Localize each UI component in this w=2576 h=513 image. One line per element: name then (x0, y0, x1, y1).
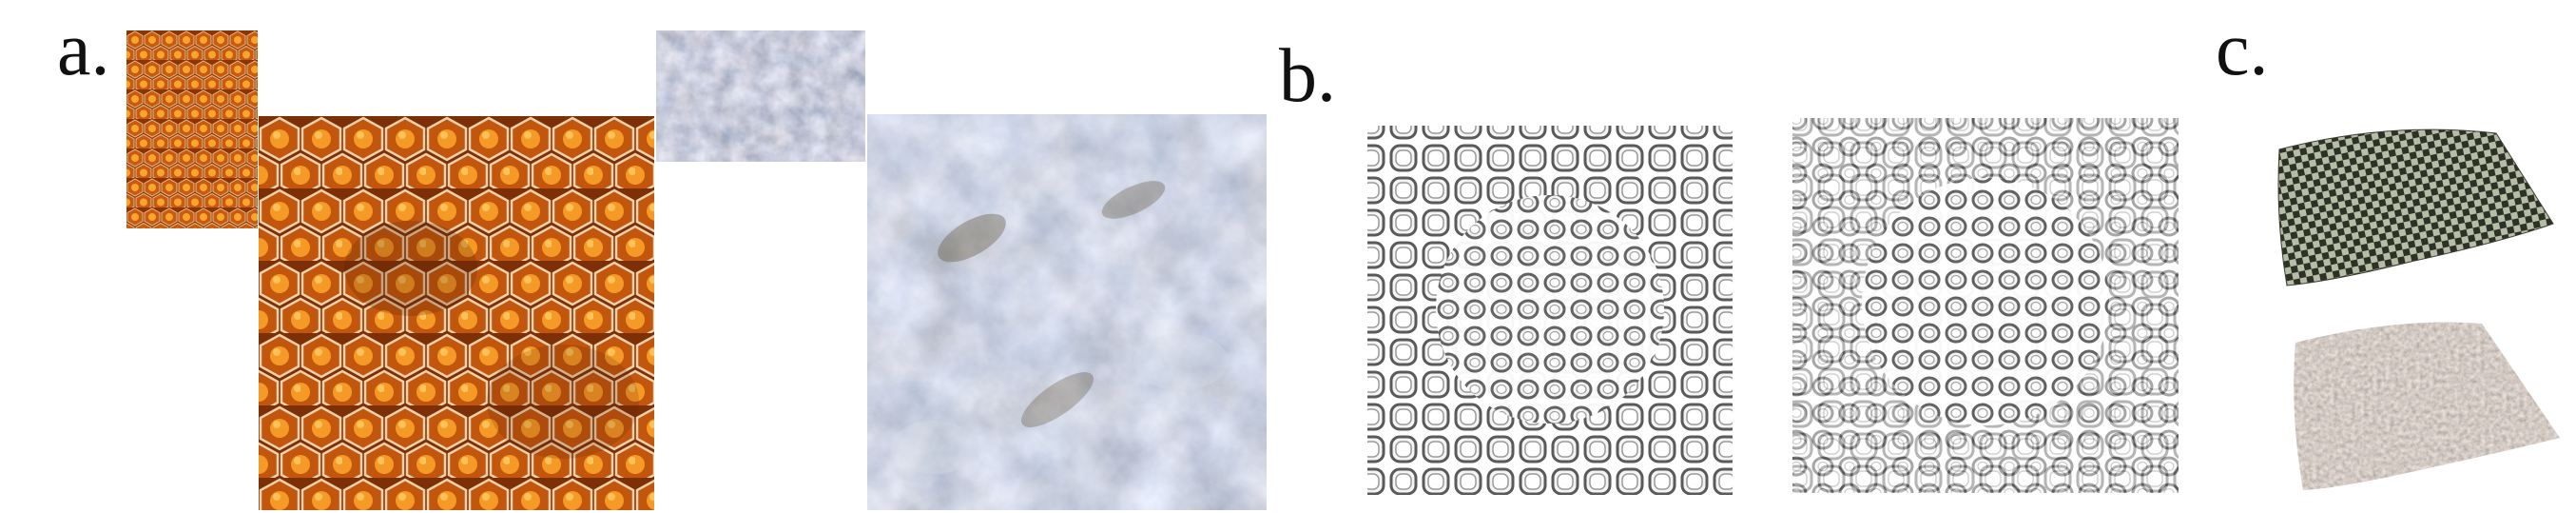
curved-surface-checker (2268, 128, 2568, 295)
curved-surface-pebble (2282, 319, 2567, 500)
panel-label-b: b. (1279, 34, 1336, 118)
lattice-exemplar-image (1355, 109, 1745, 507)
rock-exemplar-image (656, 30, 865, 162)
lattice-synthesis-image (1783, 107, 2188, 504)
honeycomb-synthesis-image (259, 116, 654, 510)
rock-synthesis-image (867, 114, 1267, 510)
panel-label-a: a. (57, 8, 110, 91)
honeycomb-exemplar-image (126, 30, 258, 228)
panel-label-c: c. (2216, 8, 2269, 91)
